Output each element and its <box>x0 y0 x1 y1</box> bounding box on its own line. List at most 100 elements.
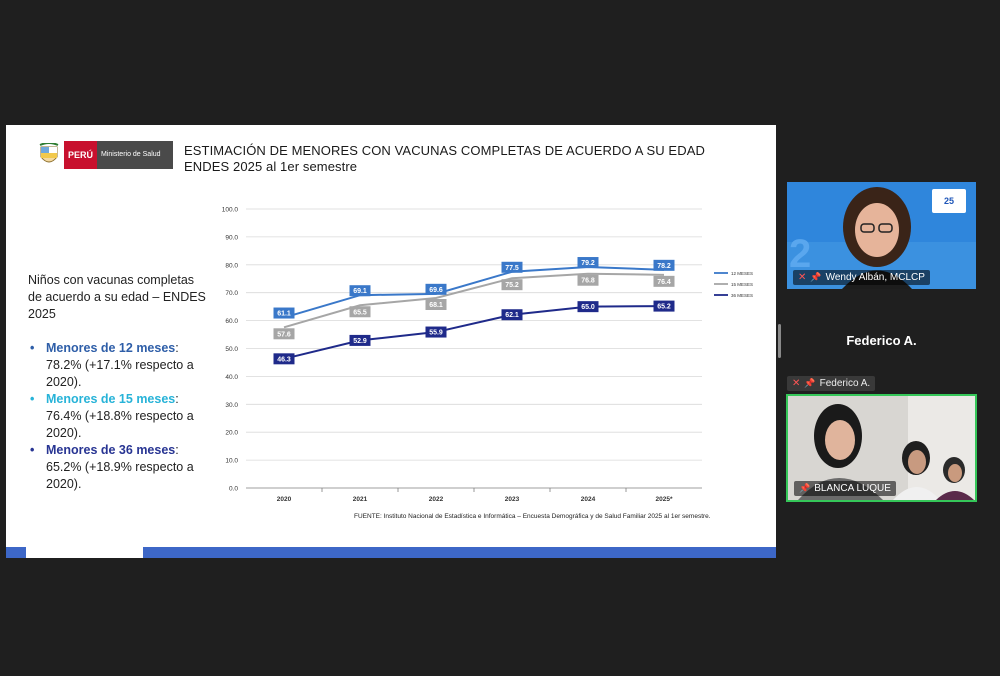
y-tick-label: 0.0 <box>229 486 238 493</box>
data-label-box <box>273 328 295 340</box>
y-tick-label: 80.0 <box>225 262 238 269</box>
x-tick-label: 2024 <box>581 496 596 503</box>
participant-name-federico: Federico A. <box>819 378 871 389</box>
data-label-box <box>653 275 675 287</box>
data-label-box <box>577 274 599 286</box>
data-label-box <box>653 259 675 271</box>
data-label-box <box>349 306 371 318</box>
mic-off-icon: ✕ <box>792 378 801 389</box>
summary-item-12: • Menores de 12 meses: 78.2% (+17.1% resp… <box>28 340 208 391</box>
data-label: 68.1 <box>429 302 443 309</box>
data-label-box <box>349 285 371 297</box>
y-tick-label: 40.0 <box>225 374 238 381</box>
summary-list: • Menores de 12 meses: 78.2% (+17.1% resp… <box>28 340 208 493</box>
data-label-box <box>425 326 447 338</box>
logo-ministry-text: Ministerio de Salud <box>97 141 174 169</box>
video-feed-blanca <box>788 396 975 500</box>
bullet-dot: • <box>30 341 35 355</box>
data-label-box <box>501 279 523 291</box>
summary-label-12: Menores de 12 meses <box>46 341 176 355</box>
series-line-12-meses <box>283 266 665 319</box>
x-tick-label: 2020 <box>277 496 292 503</box>
participant-label-wendy: ✕ 📌 Wendy Albán, MCLCP <box>793 270 930 285</box>
data-label: 65.2 <box>657 304 671 311</box>
data-label: 65.5 <box>353 309 367 316</box>
data-label-box <box>273 307 295 319</box>
legend-label: 36 MESES <box>731 293 753 298</box>
data-label: 52.9 <box>353 338 367 345</box>
summary-text-15: : 76.4% (+18.8% respecto a 2020). <box>46 392 194 440</box>
y-tick-label: 70.0 <box>225 290 238 297</box>
bullet-dot: • <box>30 443 35 457</box>
participant-name-wendy: Wendy Albán, MCLCP <box>825 272 925 283</box>
data-label: 76.4 <box>657 279 671 286</box>
pin-icon[interactable]: 📌 <box>810 272 822 282</box>
pin-icon[interactable]: 📌 <box>799 483 811 493</box>
shared-slide: PERÚ Ministerio de Salud ESTIMACIÓN DE M… <box>6 125 776 558</box>
summary-item-36: • Menores de 36 meses: 65.2% (+18.9% resp… <box>28 442 208 493</box>
data-label: 55.9 <box>429 330 443 337</box>
slide-title-line2: ENDES 2025 al 1er semestre <box>184 159 358 174</box>
data-label-box <box>577 301 599 313</box>
summary-label-36: Menores de 36 meses <box>46 443 176 457</box>
y-tick-label: 10.0 <box>225 458 238 465</box>
data-label: 79.2 <box>581 260 595 267</box>
svg-text:2: 2 <box>789 232 811 276</box>
participant-tile-federico[interactable]: Federico A. <box>846 333 917 348</box>
y-tick-label: 100.0 <box>222 207 239 214</box>
series-line-15-meses <box>283 272 665 329</box>
data-label: 46.3 <box>277 356 291 363</box>
y-tick-label: 20.0 <box>225 430 238 437</box>
summary-label-15: Menores de 15 meses <box>46 392 176 406</box>
data-label-box <box>501 261 523 273</box>
summary-text: Niños con vacunas completas de acuerdo a… <box>28 272 208 493</box>
data-label: 75.2 <box>505 282 519 289</box>
data-label: 62.1 <box>505 312 519 319</box>
data-label-box <box>273 353 295 365</box>
data-label-box <box>653 300 675 312</box>
data-label: 61.1 <box>277 311 291 318</box>
x-tick-label: 2022 <box>429 496 444 503</box>
data-label: 77.5 <box>505 265 519 272</box>
summary-intro: Niños con vacunas completas de acuerdo a… <box>28 273 206 321</box>
summary-item-15: • Menores de 15 meses: 76.4% (+18.8% resp… <box>28 391 208 442</box>
x-tick-label: 2021 <box>353 496 368 503</box>
data-label: 69.6 <box>429 287 443 294</box>
mclcp-badge-icon: 25 <box>932 189 966 213</box>
data-label-box <box>425 283 447 295</box>
summary-text-36: : 65.2% (+18.9% respecto a 2020). <box>46 443 194 491</box>
participant-label-federico: ✕ 📌 Federico A. <box>787 376 876 391</box>
y-tick-label: 50.0 <box>225 346 238 353</box>
slide-footer-bar <box>6 547 776 558</box>
data-label-box <box>501 309 523 321</box>
x-tick-label: 2023 <box>505 496 520 503</box>
participant-tile-wendy[interactable]: 2 25 ✕ 📌 Wendy Albán, MCLCP <box>787 182 976 289</box>
logo-peru-text: PERÚ <box>64 141 98 169</box>
peru-crest-icon <box>36 141 62 169</box>
participant-tile-blanca[interactable]: 📌 BLANCA LUQUE <box>786 394 977 502</box>
minsa-logo: PERÚ Ministerio de Salud <box>36 141 174 169</box>
data-label: 65.0 <box>581 304 595 311</box>
data-label: 78.2 <box>657 263 671 270</box>
participant-name-blanca: BLANCA LUQUE <box>814 483 891 494</box>
x-tick-label: 2025* <box>656 496 673 503</box>
y-tick-label: 60.0 <box>225 318 238 325</box>
participant-label-blanca: 📌 BLANCA LUQUE <box>794 481 896 496</box>
legend-label: 15 MESES <box>731 282 753 287</box>
pin-icon[interactable]: 📌 <box>804 378 816 388</box>
series-line-36-meses <box>283 305 665 360</box>
mic-off-icon: ✕ <box>798 272 807 283</box>
data-label: 69.1 <box>353 288 367 295</box>
data-label: 76.8 <box>581 278 595 285</box>
data-label-box <box>349 334 371 346</box>
data-label-box <box>577 257 599 269</box>
vaccination-line-chart: 0.0 10.0 20.0 30.0 40.0 50.0 60.0 70.0 80.0 90.0 1… <box>222 207 753 504</box>
summary-text-12: : 78.2% (+17.1% respecto a 2020). <box>46 341 194 389</box>
y-tick-label: 90.0 <box>225 234 238 241</box>
slide-title-line1: ESTIMACIÓN DE MENORES CON VACUNAS COMPLE… <box>184 143 705 158</box>
chart-source-note: FUENTE: Instituto Nacional de Estadístic… <box>354 513 711 520</box>
bullet-dot: • <box>30 392 35 406</box>
panel-resize-handle[interactable] <box>778 324 781 358</box>
slide-footer-gap <box>26 547 143 558</box>
data-label: 57.6 <box>277 331 291 338</box>
